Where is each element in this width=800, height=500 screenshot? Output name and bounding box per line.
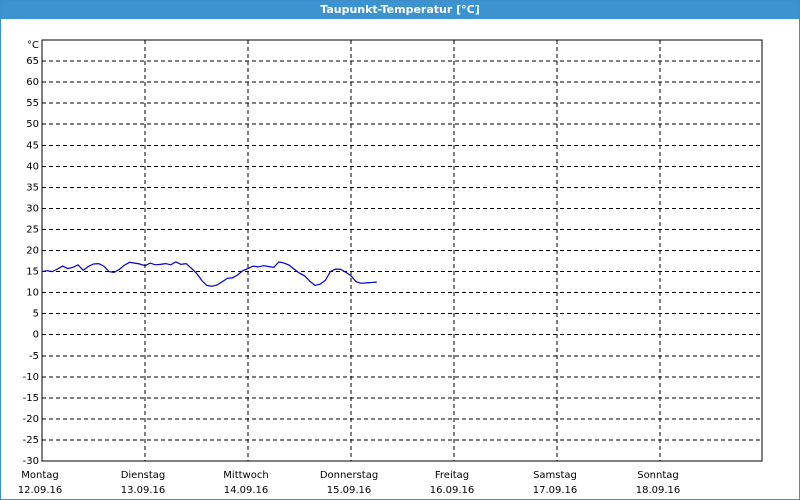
y-tick-label: -15 xyxy=(23,393,39,404)
x-tick-date-label: 17.09.16 xyxy=(533,485,578,496)
x-tick-day-label: Mittwoch xyxy=(223,470,268,481)
y-tick-label: 65 xyxy=(26,56,39,67)
y-tick-label: -30 xyxy=(23,456,39,467)
y-tick-label: 30 xyxy=(26,203,39,214)
x-tick-day-label: Samstag xyxy=(533,470,577,481)
x-tick-date-label: 12.09.16 xyxy=(18,485,63,496)
y-tick-label: 5 xyxy=(33,309,39,320)
x-tick-day-label: Sonntag xyxy=(637,470,679,481)
y-tick-label: 45 xyxy=(26,140,39,151)
y-axis-unit-label: °C xyxy=(27,40,39,51)
y-tick-label: 15 xyxy=(26,267,39,278)
series-line xyxy=(41,261,377,287)
x-tick-date-label: 15.09.16 xyxy=(327,485,372,496)
x-tick-day-label: Freitag xyxy=(435,470,469,481)
y-tick-label: -20 xyxy=(23,414,39,425)
y-tick-label: 0 xyxy=(33,330,39,341)
x-tick-date-label: 14.09.16 xyxy=(224,485,269,496)
y-tick-labels: 65605550454035302520151050-5-10-15-20-25… xyxy=(23,56,39,467)
x-tick-day-label: Montag xyxy=(21,470,58,481)
y-tick-label: 35 xyxy=(26,182,39,193)
y-tick-label: 60 xyxy=(26,77,39,88)
y-tick-label: 20 xyxy=(26,246,39,257)
grid-layer xyxy=(42,40,762,461)
axis-layer xyxy=(41,39,763,462)
y-tick-label: 40 xyxy=(26,161,39,172)
y-tick-label: 25 xyxy=(26,224,39,235)
x-tick-date-label: 18.09.16 xyxy=(636,485,681,496)
y-tick-label: -5 xyxy=(29,351,39,362)
y-tick-label: -25 xyxy=(23,435,39,446)
x-tick-day-label: Dienstag xyxy=(121,470,166,481)
x-tick-day-label: Donnerstag xyxy=(320,470,378,481)
x-tick-date-label: 13.09.16 xyxy=(121,485,166,496)
y-tick-label: 10 xyxy=(26,288,39,299)
series-layer xyxy=(41,261,377,287)
y-tick-label: -10 xyxy=(23,372,39,383)
y-tick-label: 55 xyxy=(26,98,39,109)
y-tick-label: 50 xyxy=(26,119,39,130)
plot-frame xyxy=(41,39,763,462)
x-tick-labels: Montag 12.09.16 Dienstag 13.09.16 Mittwoch 14… xyxy=(18,470,681,496)
window-title: Taupunkt-Temperatur [°C] xyxy=(1,1,799,19)
x-tick-date-label: 16.09.16 xyxy=(430,485,475,496)
